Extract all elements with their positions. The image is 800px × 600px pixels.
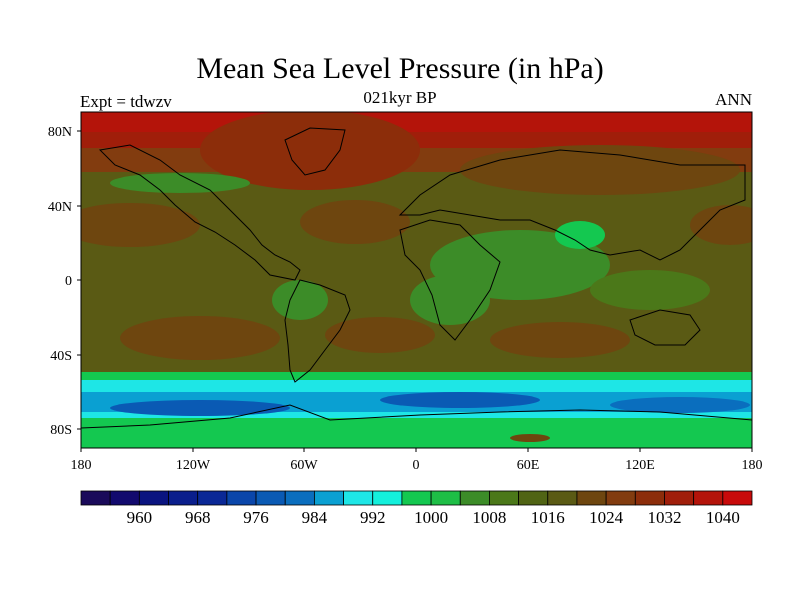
coast-antarctica — [81, 404, 752, 429]
field-samerica-low — [272, 280, 328, 320]
field-low-1 — [110, 173, 250, 193]
colorbar-swatch — [722, 490, 753, 506]
colorbar-swatch — [489, 490, 520, 506]
pressure-field — [81, 112, 752, 448]
field-antarctic — [81, 418, 752, 448]
field-natl-high — [300, 200, 410, 244]
colorbar-label: 1032 — [647, 508, 681, 527]
colorbar-swatch — [664, 490, 695, 506]
colorbar-swatch — [313, 490, 344, 506]
field-antarctic-high — [510, 434, 550, 442]
lat-tick-label: 0 — [65, 274, 72, 289]
colorbar-swatch — [284, 490, 315, 506]
field-spac-high — [120, 316, 280, 360]
colorbar-swatch — [576, 490, 607, 506]
colorbar-label: 960 — [127, 508, 153, 527]
coast-eurasia — [398, 149, 746, 261]
tick-marks — [77, 130, 753, 452]
colorbar-swatch — [693, 490, 724, 506]
lon-tick-label: 120E — [625, 458, 655, 473]
colorbar-label: 992 — [360, 508, 386, 527]
experiment-label: Expt = tdwzv — [80, 92, 172, 111]
field-maritime-low — [590, 270, 710, 310]
colorbar: 960 968 976 984 992 1000 1008 1016 1024 1032 1040 — [80, 490, 753, 527]
colorbar-swatch — [343, 490, 374, 506]
colorbar-swatch — [605, 490, 636, 506]
colorbar-swatch — [634, 490, 665, 506]
colorbar-swatch — [168, 490, 199, 506]
colorbar-label: 1024 — [589, 508, 624, 527]
lon-tick-label: 120W — [176, 458, 211, 473]
lat-tick-label: 40N — [48, 200, 72, 215]
colorbar-label: 1008 — [472, 508, 506, 527]
field-siberia-high — [460, 145, 740, 195]
field-npac-high-east — [690, 205, 752, 245]
lat-tick-label: 40S — [50, 349, 72, 364]
colorbar-label: 976 — [243, 508, 269, 527]
coast-greenland — [284, 127, 346, 176]
subtitle: 021kyr BP — [363, 88, 437, 107]
field-africa-low-2 — [410, 275, 490, 325]
colorbar-label: 1000 — [414, 508, 448, 527]
colorbar-swatch — [109, 490, 140, 506]
colorbar-swatch — [459, 490, 490, 506]
coast-south-america — [284, 279, 351, 383]
field-india-low — [555, 221, 605, 249]
colorbar-label: 1016 — [531, 508, 565, 527]
colorbar-label: 1040 — [706, 508, 740, 527]
lon-tick-label: 60E — [517, 458, 540, 473]
colorbar-swatch — [518, 490, 549, 506]
colorbar-swatch — [547, 490, 578, 506]
page-title: Mean Sea Level Pressure (in hPa) — [196, 52, 604, 85]
field-trough-2 — [380, 392, 540, 408]
field-npac-high — [81, 203, 200, 247]
season-label: ANN — [715, 90, 752, 109]
field-greenland-high — [200, 112, 420, 190]
colorbar-swatch — [80, 490, 111, 506]
colorbar-swatch — [226, 490, 257, 506]
field-satl-high — [325, 317, 435, 353]
coast-australia — [629, 309, 701, 346]
lon-tick-label: 180 — [71, 458, 92, 473]
colorbar-swatch — [255, 490, 286, 506]
coast-north-america — [98, 144, 301, 281]
field-band-north-3 — [81, 112, 752, 132]
colorbar-swatch — [372, 490, 403, 506]
lat-tick-label: 80N — [48, 125, 72, 140]
colorbar-swatch — [197, 490, 228, 506]
lon-tick-label: 0 — [413, 458, 420, 473]
field-trough-3 — [610, 397, 750, 413]
field-band-south-1 — [81, 372, 752, 382]
lat-tick-label: 80S — [50, 423, 72, 438]
lon-tick-label: 180 — [742, 458, 763, 473]
coast-africa — [399, 219, 501, 341]
lon-tick-label: 60W — [290, 458, 318, 473]
field-trough-1 — [110, 400, 290, 416]
colorbar-swatch — [401, 490, 432, 506]
field-sind-high — [490, 322, 630, 358]
coastlines — [81, 127, 752, 429]
colorbar-swatch — [138, 490, 169, 506]
colorbar-label: 968 — [185, 508, 211, 527]
colorbar-label: 984 — [302, 508, 328, 527]
colorbar-swatch — [430, 490, 461, 506]
